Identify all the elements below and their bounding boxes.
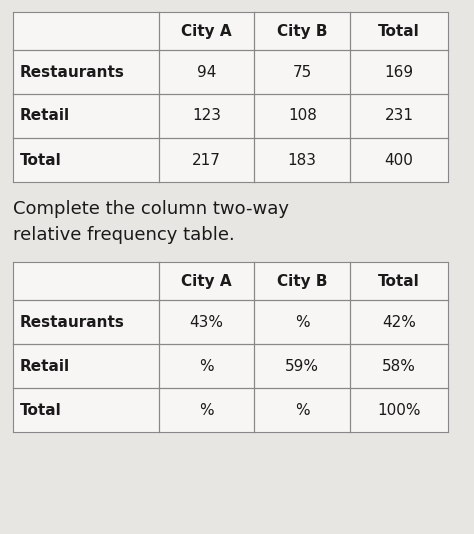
Text: Total: Total [20, 153, 62, 168]
Text: 108: 108 [288, 108, 317, 123]
Text: Total: Total [378, 273, 420, 288]
Text: 231: 231 [384, 108, 413, 123]
Text: City A: City A [181, 23, 232, 38]
Text: Total: Total [378, 23, 420, 38]
Text: Retail: Retail [20, 358, 70, 373]
Text: Restaurants: Restaurants [20, 65, 125, 80]
Text: 100%: 100% [377, 403, 421, 418]
Text: City B: City B [277, 273, 328, 288]
Text: 169: 169 [384, 65, 414, 80]
Text: 43%: 43% [190, 315, 224, 329]
Text: 58%: 58% [382, 358, 416, 373]
Text: 94: 94 [197, 65, 216, 80]
Text: 123: 123 [192, 108, 221, 123]
Text: %: % [295, 315, 310, 329]
Text: 42%: 42% [382, 315, 416, 329]
Text: City B: City B [277, 23, 328, 38]
Text: Complete the column two-way
relative frequency table.: Complete the column two-way relative fre… [13, 200, 289, 244]
Text: 400: 400 [384, 153, 413, 168]
Text: 59%: 59% [285, 358, 319, 373]
Bar [13, 262, 448, 432]
Text: Total: Total [20, 403, 62, 418]
Text: %: % [295, 403, 310, 418]
Bar [13, 12, 448, 182]
Text: %: % [199, 403, 214, 418]
Text: City A: City A [181, 273, 232, 288]
Text: 217: 217 [192, 153, 221, 168]
Text: Retail: Retail [20, 108, 70, 123]
Text: 183: 183 [288, 153, 317, 168]
Text: %: % [199, 358, 214, 373]
Text: Restaurants: Restaurants [20, 315, 125, 329]
Text: 75: 75 [292, 65, 312, 80]
